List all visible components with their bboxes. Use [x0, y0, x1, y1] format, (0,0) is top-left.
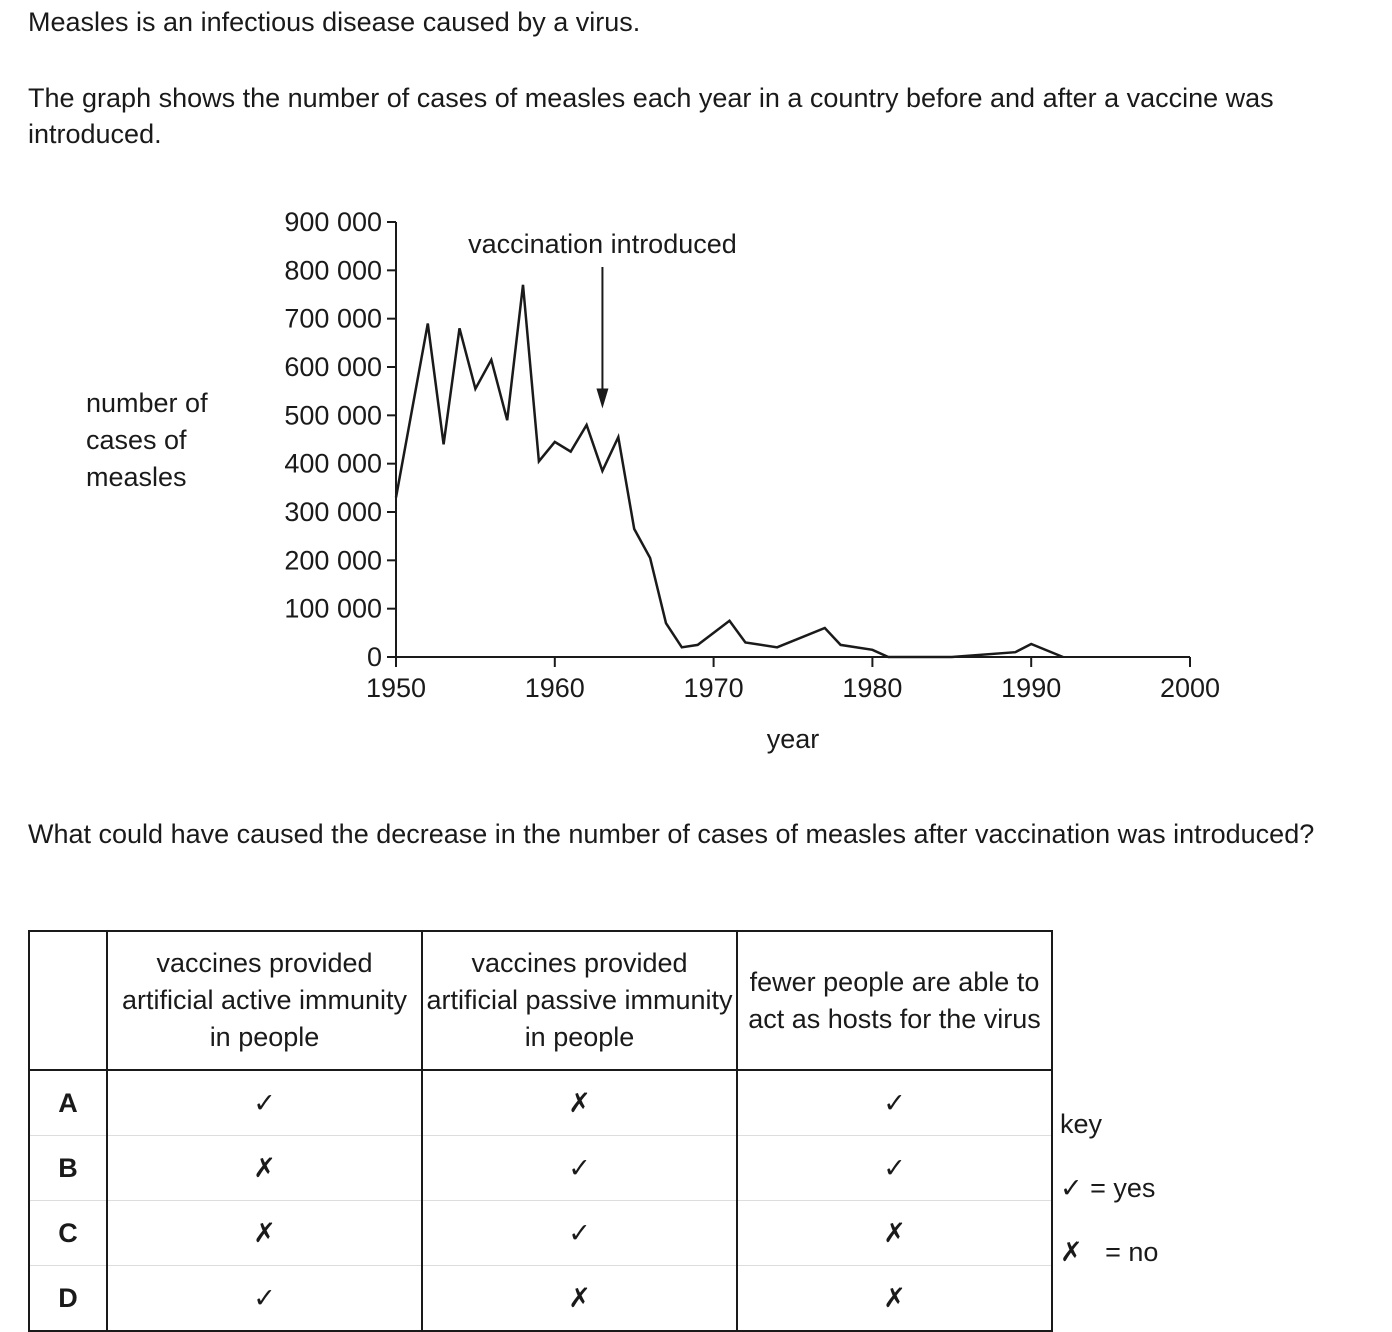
x-tick-label: 1950 — [366, 673, 426, 703]
y-axis-title-line: number of — [86, 388, 208, 418]
mark-hosts: ✓ — [883, 1153, 906, 1184]
key-yes: ✓ = yes — [1060, 1156, 1158, 1220]
measles-cases-line — [396, 285, 1063, 657]
option-row-b[interactable]: B ✗ ✓ ✓ — [29, 1136, 1052, 1201]
y-axis-title-line: measles — [86, 462, 187, 492]
key-legend: key ✓ = yes ✗ = no — [1060, 1092, 1158, 1284]
x-tick-label: 1980 — [842, 673, 902, 703]
option-letter: D — [29, 1266, 107, 1332]
mark-active: ✗ — [253, 1153, 276, 1184]
y-axis-title-line: cases of — [86, 425, 187, 455]
option-letter: C — [29, 1201, 107, 1266]
mark-hosts: ✗ — [883, 1283, 906, 1314]
mark-hosts: ✗ — [883, 1218, 906, 1249]
y-tick-label: 0 — [367, 642, 382, 672]
mark-hosts: ✓ — [883, 1088, 906, 1119]
intro-sentence-2: The graph shows the number of cases of m… — [28, 80, 1358, 152]
y-tick-label: 800 000 — [284, 255, 382, 285]
option-letter: B — [29, 1136, 107, 1201]
x-tick-label: 1990 — [1001, 673, 1061, 703]
x-axis-title: year — [767, 724, 820, 754]
key-no: ✗ = no — [1060, 1220, 1158, 1284]
annotation-vaccination-introduced: vaccination introduced — [468, 229, 737, 259]
mark-passive: ✗ — [568, 1283, 591, 1314]
y-tick-label: 100 000 — [284, 594, 382, 624]
y-tick-label: 700 000 — [284, 304, 382, 334]
option-letter: A — [29, 1070, 107, 1136]
question-text: What could have caused the decrease in t… — [28, 816, 1340, 852]
mark-active: ✗ — [253, 1218, 276, 1249]
mark-active: ✓ — [253, 1283, 276, 1314]
intro-sentence-1: Measles is an infectious disease caused … — [28, 4, 640, 40]
mark-passive: ✓ — [568, 1153, 591, 1184]
header-fewer-hosts: fewer people are able to act as hosts fo… — [737, 931, 1052, 1070]
option-row-d[interactable]: D ✓ ✗ ✗ — [29, 1266, 1052, 1332]
table-header-row: vaccines provided artificial active immu… — [29, 931, 1052, 1070]
y-tick-label: 900 000 — [284, 207, 382, 237]
y-tick-label: 600 000 — [284, 352, 382, 382]
measles-cases-chart: 0 100 000 200 000 300 000 400 000 500 000 600 … — [0, 190, 1392, 770]
header-cell-blank — [29, 931, 107, 1070]
y-tick-label: 200 000 — [284, 545, 382, 575]
x-tick-label: 2000 — [1160, 673, 1220, 703]
annotation-arrow-head — [596, 389, 608, 409]
y-tick-label: 500 000 — [284, 400, 382, 430]
option-row-a[interactable]: A ✓ ✗ ✓ — [29, 1070, 1052, 1136]
header-active-immunity: vaccines provided artificial active immu… — [107, 931, 422, 1070]
header-passive-immunity: vaccines provided artificial passive imm… — [422, 931, 737, 1070]
y-tick-label: 300 000 — [284, 497, 382, 527]
key-title: key — [1060, 1092, 1158, 1156]
mark-passive: ✓ — [568, 1218, 591, 1249]
x-tick-label: 1970 — [684, 673, 744, 703]
mark-passive: ✗ — [568, 1088, 591, 1119]
x-tick-label: 1960 — [525, 673, 585, 703]
answer-table: vaccines provided artificial active immu… — [28, 930, 1053, 1332]
mark-active: ✓ — [253, 1088, 276, 1119]
y-tick-label: 400 000 — [284, 449, 382, 479]
option-row-c[interactable]: C ✗ ✓ ✗ — [29, 1201, 1052, 1266]
